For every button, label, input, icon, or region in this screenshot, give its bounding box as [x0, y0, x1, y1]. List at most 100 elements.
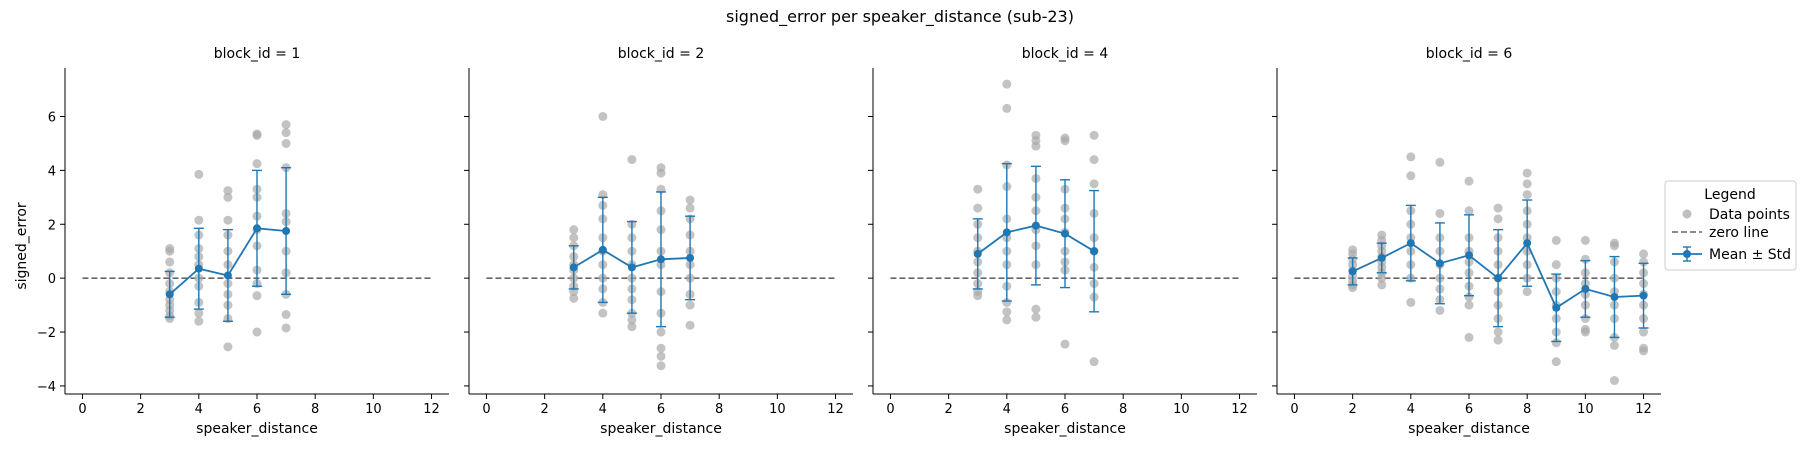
data-point	[569, 225, 579, 235]
data-point	[1435, 208, 1445, 218]
data-point	[252, 291, 262, 301]
mean-marker	[1435, 259, 1444, 268]
figure-suptitle: signed_error per speaker_distance (sub-2…	[726, 7, 1074, 27]
data-point	[1551, 260, 1561, 270]
data-point	[1406, 297, 1416, 307]
data-point	[598, 308, 608, 318]
data-point	[1002, 79, 1012, 89]
x-tick-label: 12	[1635, 402, 1652, 417]
x-tick-label: 0	[78, 402, 86, 417]
data-point	[281, 120, 291, 130]
y-tick-label: 0	[48, 272, 56, 287]
mean-marker	[253, 224, 261, 233]
data-point	[1551, 338, 1561, 348]
x-tick-label: 4	[1003, 402, 1011, 417]
mean-marker	[1406, 239, 1415, 248]
x-tick-label: 8	[715, 402, 723, 417]
data-point	[1493, 203, 1503, 213]
data-point	[223, 192, 233, 202]
x-tick-label: 4	[195, 402, 203, 417]
data-point	[598, 111, 608, 121]
data-point	[685, 203, 695, 213]
data-point	[627, 155, 637, 165]
data-point	[1406, 171, 1416, 181]
data-point	[252, 130, 262, 140]
panels: block_id = 1 0 2 4 6 8 10 12 −4 −2 0 2 4 6 speaker_dis…	[37, 46, 1661, 437]
data-point	[627, 315, 637, 325]
data-point	[1031, 141, 1041, 151]
y-tick-label: 4	[48, 164, 56, 179]
data-point	[1089, 155, 1099, 165]
mean-marker	[1639, 291, 1648, 300]
data-point	[194, 215, 204, 225]
x-tick-label: 8	[1523, 402, 1531, 417]
data-point	[569, 293, 579, 303]
data-point	[1522, 287, 1532, 297]
panel-1: block_id = 1 0 2 4 6 8 10 12 −4 −2 0 2 4 6 speaker_dis…	[37, 46, 449, 437]
x-tick-label: 2	[1348, 402, 1356, 417]
mean-marker	[1090, 247, 1099, 256]
data-point	[627, 322, 637, 332]
x-axis-label: speaker_distance	[196, 421, 318, 437]
data-point	[1639, 257, 1649, 267]
data-point	[194, 308, 204, 318]
mean-marker	[1031, 221, 1040, 230]
panel-title: block_id = 4	[1022, 46, 1109, 62]
x-tick-label: 6	[1465, 402, 1473, 417]
data-point	[1580, 314, 1590, 324]
x-tick-label: 10	[1173, 402, 1190, 417]
x-tick-label: 0	[1290, 402, 1298, 417]
data-point	[165, 257, 175, 267]
mean-marker	[1002, 228, 1011, 237]
data-point	[1580, 327, 1590, 337]
data-point	[1002, 103, 1012, 113]
x-tick-label: 2	[944, 402, 952, 417]
panel-2: block_id = 2 0 2 4 6 8 10 12 speaker_distance	[464, 46, 853, 437]
data-point	[1406, 152, 1416, 162]
data-point	[656, 361, 666, 371]
legend-marker-mean-std	[1672, 246, 1702, 262]
y-tick-label: 6	[48, 110, 56, 125]
data-point	[973, 184, 983, 194]
data-point	[281, 128, 291, 138]
mean-marker	[1523, 239, 1532, 248]
legend-label-zero-line: zero line	[1709, 225, 1769, 241]
legend-marker-data-points	[1682, 209, 1692, 219]
y-tick-label: −4	[37, 380, 56, 395]
mean-marker	[1581, 284, 1590, 293]
data-point	[1060, 136, 1070, 146]
x-tick-label: 0	[482, 402, 490, 417]
mean-marker	[223, 271, 232, 280]
mean-marker	[1610, 293, 1619, 302]
data-point	[1031, 304, 1041, 314]
y-tick-label: 2	[48, 218, 56, 233]
panel-3: block_id = 4 0 2 4 6 8 10 12 speaker_distance	[868, 46, 1257, 437]
x-tick-label: 6	[657, 402, 665, 417]
data-point	[1551, 357, 1561, 367]
x-tick-label: 6	[253, 402, 261, 417]
data-point	[973, 203, 983, 213]
data-point	[194, 169, 204, 179]
data-point	[1089, 357, 1099, 367]
data-point	[973, 291, 983, 301]
data-point	[252, 327, 262, 337]
data-point	[1493, 327, 1503, 337]
panel-title: block_id = 1	[214, 46, 300, 62]
legend-label-data-points: Data points	[1709, 207, 1790, 223]
data-point	[1580, 254, 1590, 264]
data-point	[165, 246, 175, 256]
x-tick-label: 0	[886, 402, 894, 417]
x-axis-label: speaker_distance	[1004, 421, 1126, 437]
mean-marker	[686, 253, 695, 262]
mean-marker	[282, 227, 291, 235]
y-tick-label: −2	[37, 326, 56, 341]
data-point	[1002, 315, 1012, 325]
data-point	[1609, 241, 1619, 251]
data-point	[1493, 335, 1503, 345]
data-point	[1580, 235, 1590, 245]
x-tick-label: 10	[769, 402, 786, 417]
data-point	[656, 343, 666, 353]
data-point	[223, 186, 233, 196]
data-point	[1522, 168, 1532, 178]
